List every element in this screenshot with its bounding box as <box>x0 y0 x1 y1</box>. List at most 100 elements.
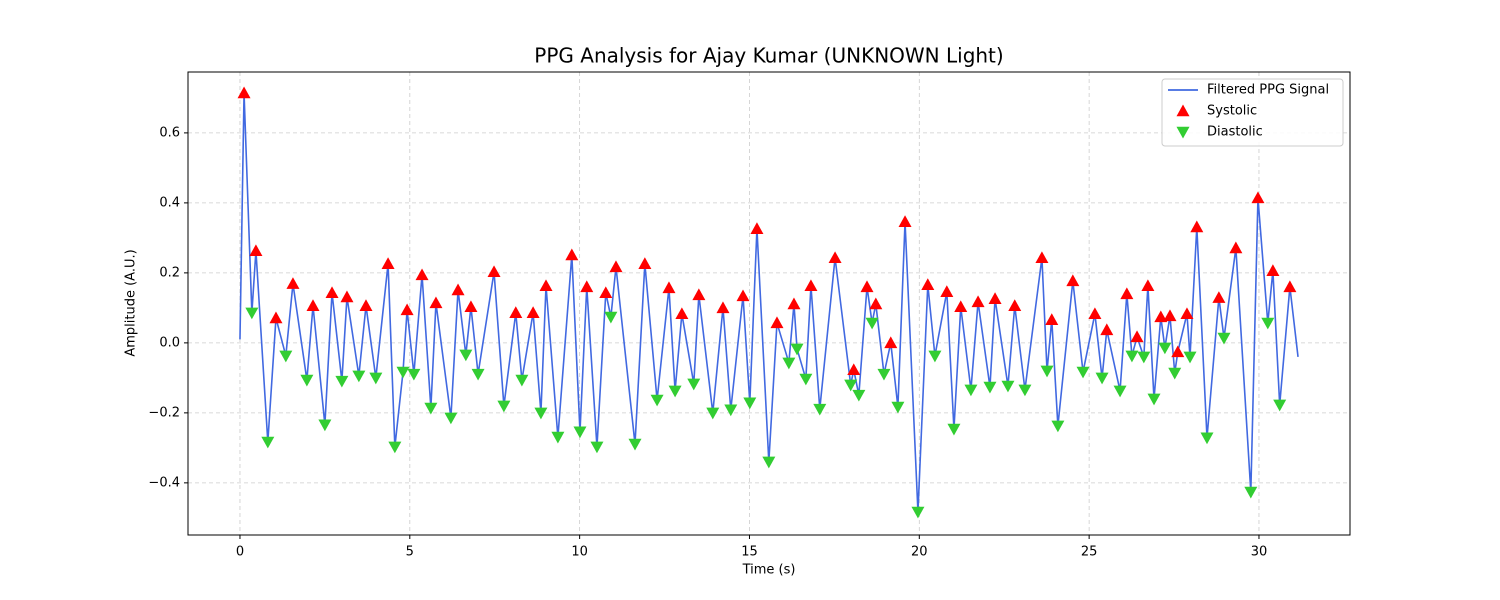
systolic-marker <box>526 306 540 318</box>
systolic-marker <box>662 281 676 294</box>
diastolic-marker <box>573 426 587 439</box>
systolic-marker <box>1008 299 1022 311</box>
y-tick-label: 0.2 <box>159 265 180 280</box>
diastolic-marker <box>877 368 891 381</box>
diastolic-marker <box>650 394 664 407</box>
systolic-marker <box>971 295 985 308</box>
diastolic-marker <box>515 374 529 387</box>
diastolic-marker <box>407 368 421 381</box>
x-tick-label: 10 <box>571 545 588 560</box>
systolic-marker <box>325 286 339 299</box>
legend-label: Filtered PPG Signal <box>1207 83 1329 98</box>
diastolic-marker <box>687 378 701 391</box>
systolic-marker <box>860 280 874 293</box>
systolic-marker <box>306 299 320 311</box>
systolic-marker <box>1141 279 1155 292</box>
systolic-marker <box>787 297 801 310</box>
diastolic-marker <box>1076 366 1090 379</box>
y-tick-label: −0.2 <box>148 405 180 420</box>
systolic-marker <box>1180 307 1194 320</box>
diastolic-marker <box>1261 317 1275 330</box>
diastolic-marker <box>551 431 565 444</box>
legend-swatch <box>1176 104 1190 117</box>
systolic-marker <box>451 283 465 296</box>
systolic-marker <box>921 278 935 290</box>
diastolic-marker <box>369 372 383 385</box>
diastolic-marker <box>1113 385 1127 398</box>
systolic-marker <box>1045 313 1059 325</box>
x-axis-label: Time (s) <box>742 563 796 578</box>
systolic-marker <box>1163 309 1177 322</box>
systolic-marker <box>1154 310 1168 323</box>
diastolic-marker <box>964 384 978 397</box>
systolic-marker <box>638 257 652 269</box>
systolic-marker <box>675 307 689 320</box>
diastolic-marker <box>1125 350 1139 363</box>
systolic-marker <box>770 316 784 329</box>
diastolic-marker <box>534 407 548 420</box>
systolic-marker <box>1251 191 1265 204</box>
systolic-marker <box>1190 220 1204 233</box>
diastolic-marker <box>1183 351 1197 364</box>
systolic-marker <box>884 336 898 349</box>
legend-box <box>1161 78 1344 147</box>
diastolic-marker <box>1018 384 1032 397</box>
diastolic-marker <box>245 307 259 320</box>
systolic-marker <box>736 289 750 302</box>
diastolic-marker <box>1137 351 1151 364</box>
diastolic-marker <box>1147 393 1161 406</box>
systolic-marker <box>509 306 523 318</box>
diastolic-marker <box>911 506 925 519</box>
systolic-marker <box>340 290 354 303</box>
y-tick-label: −0.4 <box>148 475 180 490</box>
systolic-marker <box>237 86 251 99</box>
systolic-marker <box>828 251 842 264</box>
systolic-marker <box>269 311 283 324</box>
diastolic-marker <box>799 373 813 386</box>
diastolic-marker <box>352 370 366 383</box>
diastolic-marker <box>983 381 997 394</box>
y-tick-label: 0.4 <box>159 195 180 210</box>
diastolic-marker <box>947 423 961 436</box>
diastolic-marker <box>1040 365 1054 378</box>
diastolic-marker <box>279 350 293 363</box>
diastolic-marker <box>1244 486 1258 499</box>
systolic-marker <box>869 297 883 310</box>
systolic-marker <box>580 280 594 293</box>
systolic-marker <box>359 299 373 311</box>
diastolic-marker <box>335 375 349 388</box>
systolic-marker <box>415 268 429 281</box>
legend-label: Systolic <box>1207 104 1257 119</box>
diastolic-marker <box>459 349 473 362</box>
systolic-marker <box>1212 291 1226 303</box>
diastolic-marker <box>865 317 879 330</box>
plot-frame <box>187 71 1351 536</box>
systolic-marker <box>286 277 300 289</box>
systolic-marker <box>539 279 553 292</box>
chart-title: PPG Analysis for Ajay Kumar (UNKNOWN Lig… <box>534 44 1003 68</box>
systolic-marker <box>1088 307 1102 320</box>
systolic-marker <box>487 265 501 278</box>
y-tick-label: 0.6 <box>159 125 180 140</box>
diastolic-marker <box>1051 420 1065 433</box>
systolic-marker <box>1266 264 1280 276</box>
diastolic-marker <box>1158 342 1172 355</box>
diastolic-marker <box>628 438 642 451</box>
systolic-marker <box>716 301 730 314</box>
diastolic-marker <box>1168 367 1182 380</box>
diastolic-marker <box>790 343 804 356</box>
legend-swatch <box>1176 126 1190 139</box>
systolic-marker <box>804 279 818 292</box>
diastolic-marker <box>782 357 796 370</box>
diastolic-marker <box>844 379 858 392</box>
diastolic-marker <box>813 403 827 416</box>
signal-line <box>239 92 1299 513</box>
x-tick-label: 15 <box>741 545 758 560</box>
diastolic-marker <box>590 441 604 454</box>
diastolic-marker <box>1217 332 1231 345</box>
systolic-marker <box>464 300 478 313</box>
diastolic-marker <box>388 441 402 454</box>
diastolic-marker <box>261 436 275 449</box>
diastolic-marker <box>724 404 738 417</box>
